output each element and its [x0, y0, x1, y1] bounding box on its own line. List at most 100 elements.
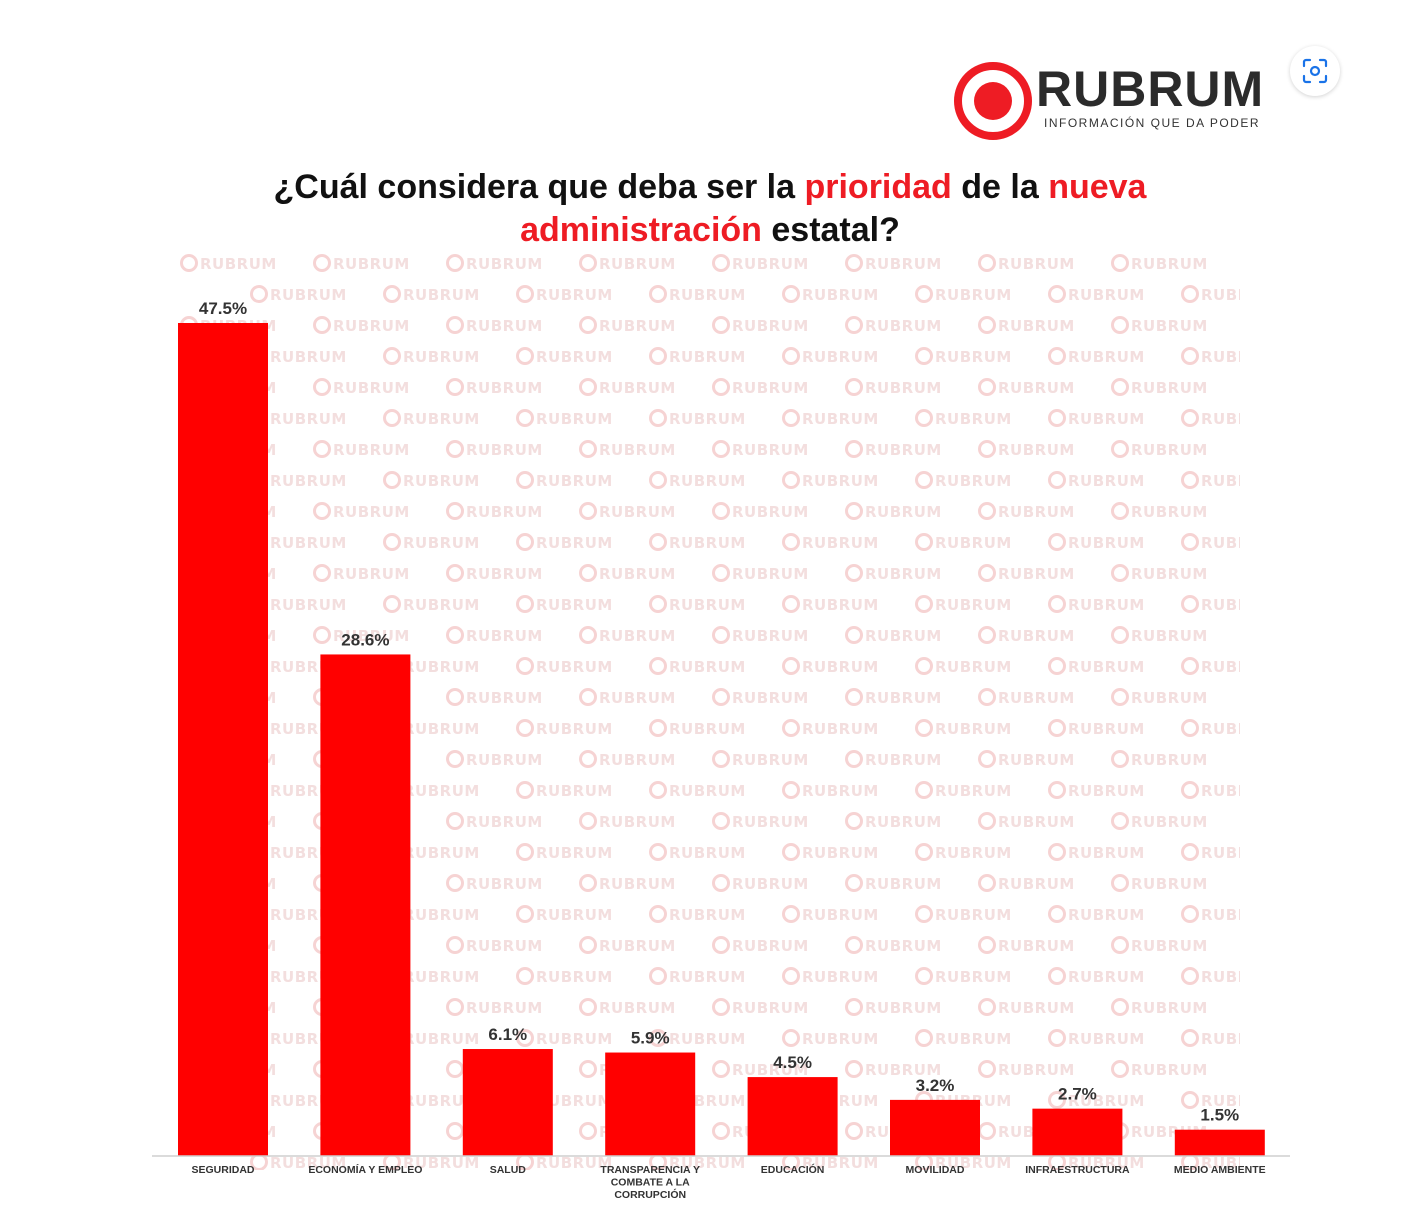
watermark-text: RUBRUM	[712, 502, 809, 521]
watermark-text: RUBRUM	[915, 843, 1012, 862]
watermark-text: RUBRUM	[1048, 409, 1145, 428]
watermark-circle-icon	[782, 533, 800, 551]
watermark-circle-icon	[446, 688, 464, 706]
watermark-text: RUBRUM	[649, 595, 746, 614]
watermark-circle-icon	[1181, 843, 1199, 861]
watermark-circle-icon	[1048, 285, 1066, 303]
watermark-text: RUBRUM	[978, 502, 1075, 521]
watermark-text: RUBRUM	[579, 750, 676, 769]
watermark-circle-icon	[1181, 471, 1199, 489]
watermark-circle-icon	[712, 378, 730, 396]
watermark-text: RUBRUM	[1048, 285, 1145, 304]
watermark-circle-icon	[446, 1060, 464, 1078]
chart-title: ¿Cuál considera que deba ser la priorida…	[150, 166, 1270, 252]
watermark-circle-icon	[649, 533, 667, 551]
watermark-circle-icon	[383, 471, 401, 489]
watermark-text: RUBRUM	[649, 967, 746, 986]
watermark-circle-icon	[712, 502, 730, 520]
watermark-circle-icon	[915, 347, 933, 365]
watermark-text: RUBRUM	[1048, 1091, 1145, 1110]
watermark-circle-icon	[579, 688, 597, 706]
watermark-circle-icon	[446, 998, 464, 1016]
watermark-circle-icon	[782, 285, 800, 303]
watermark-text: RUBRUM	[579, 626, 676, 645]
watermark-text: RUBRUM	[516, 471, 613, 490]
watermark-circle-icon	[712, 812, 730, 830]
watermark-circle-icon	[649, 1029, 667, 1047]
watermark-text: RUBRUM	[383, 533, 480, 552]
watermark-circle-icon	[649, 471, 667, 489]
watermark-circle-icon	[579, 254, 597, 272]
watermark-circle-icon	[313, 626, 331, 644]
watermark-text: RUBRUM	[579, 440, 676, 459]
watermark-circle-icon	[782, 719, 800, 737]
watermark-text: RUBRUM	[978, 998, 1075, 1017]
category-label: TRANSPARENCIA Y COMBATE A LA CORRUPCIÓN	[600, 1164, 700, 1201]
watermark-text: RUBRUM	[978, 874, 1075, 893]
watermark-text: RUBRUM	[516, 347, 613, 366]
watermark-circle-icon	[1181, 905, 1199, 923]
watermark-circle-icon	[516, 533, 534, 551]
watermark-text: RUBRUM	[1111, 874, 1208, 893]
watermark-text: RUBRUM	[915, 719, 1012, 738]
watermark-text: RUBRUM	[649, 533, 746, 552]
watermark-circle-icon	[712, 626, 730, 644]
watermark-circle-icon	[1111, 1060, 1129, 1078]
watermark-text: RUBRUM	[516, 285, 613, 304]
watermark-text: RUBRUM	[446, 936, 543, 955]
watermark-text: RUBRUM	[845, 316, 942, 335]
watermark-text: RUBRUM	[1111, 750, 1208, 769]
bar	[1174, 1129, 1265, 1156]
watermark-circle-icon	[712, 936, 730, 954]
title-highlight-administracion: administración	[520, 211, 762, 249]
visual-search-button[interactable]	[1290, 46, 1340, 96]
watermark-circle-icon	[712, 316, 730, 334]
watermark-circle-icon	[250, 285, 268, 303]
watermark-text: RUBRUM	[712, 254, 809, 273]
watermark-circle-icon	[516, 905, 534, 923]
watermark-text: RUBRUM	[516, 719, 613, 738]
watermark-circle-icon	[313, 440, 331, 458]
watermark-text: RUBRUM	[712, 378, 809, 397]
watermark-text: RUBRUM	[313, 254, 410, 273]
watermark-circle-icon	[1181, 595, 1199, 613]
watermark-text: RUBRUM	[446, 626, 543, 645]
watermark-circle-icon	[516, 347, 534, 365]
watermark-circle-icon	[978, 750, 996, 768]
watermark-text: RUBRUM	[712, 750, 809, 769]
watermark-text: RUBRUM	[712, 998, 809, 1017]
category-label: SALUD	[490, 1164, 527, 1176]
bar-value-label: 3.2%	[916, 1076, 955, 1095]
watermark-text: RUBRUM	[579, 502, 676, 521]
watermark-circle-icon	[712, 874, 730, 892]
watermark-circle-icon	[579, 936, 597, 954]
watermark-circle-icon	[782, 347, 800, 365]
logo-circle-icon	[954, 62, 1032, 140]
watermark-circle-icon	[1111, 626, 1129, 644]
watermark-text: RUBRUM	[516, 595, 613, 614]
watermark-text: RUBRUM	[712, 626, 809, 645]
watermark-text: RUBRUM	[1181, 657, 1240, 676]
watermark-text: RUBRUM	[915, 533, 1012, 552]
watermark-text: RUBRUM	[978, 1060, 1075, 1079]
watermark-text: RUBRUM	[649, 285, 746, 304]
category-label: MOVILIDAD	[906, 1164, 965, 1176]
watermark-text: RUBRUM	[649, 657, 746, 676]
watermark-circle-icon	[1048, 967, 1066, 985]
watermark-circle-icon	[516, 843, 534, 861]
watermark-circle-icon	[313, 316, 331, 334]
lens-icon	[1302, 58, 1328, 84]
watermark-text: RUBRUM	[446, 750, 543, 769]
watermark-circle-icon	[649, 347, 667, 365]
category-label: SEGURIDAD	[191, 1164, 254, 1176]
watermark-circle-icon	[782, 905, 800, 923]
watermark-text: RUBRUM	[649, 843, 746, 862]
watermark-text: RUBRUM	[712, 1060, 809, 1079]
watermark-text: RUBRUM	[516, 781, 613, 800]
watermark-circle-icon	[446, 750, 464, 768]
watermark-circle-icon	[845, 378, 863, 396]
watermark-text: RUBRUM	[1181, 285, 1240, 304]
watermark-circle-icon	[1181, 1091, 1199, 1109]
watermark-circle-icon	[649, 657, 667, 675]
watermark-circle-icon	[649, 409, 667, 427]
